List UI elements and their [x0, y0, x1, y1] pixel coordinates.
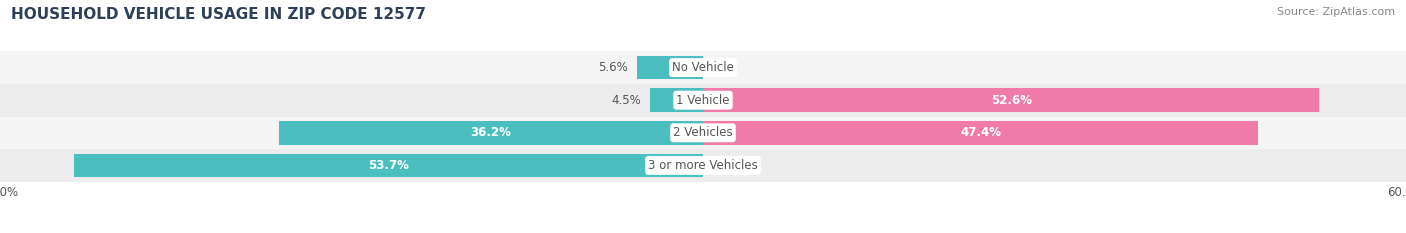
Text: 53.7%: 53.7%: [368, 159, 409, 172]
Bar: [703, 121, 1258, 144]
Bar: [637, 56, 703, 79]
Text: 52.6%: 52.6%: [991, 94, 1032, 107]
Bar: [650, 89, 703, 112]
Text: HOUSEHOLD VEHICLE USAGE IN ZIP CODE 12577: HOUSEHOLD VEHICLE USAGE IN ZIP CODE 1257…: [11, 7, 426, 22]
Text: 5.6%: 5.6%: [599, 61, 628, 74]
Text: 3 or more Vehicles: 3 or more Vehicles: [648, 159, 758, 172]
Bar: [703, 89, 1319, 112]
Bar: [0, 84, 1406, 116]
Text: No Vehicle: No Vehicle: [672, 61, 734, 74]
Text: 47.4%: 47.4%: [960, 126, 1001, 139]
Bar: [0, 51, 1406, 84]
Bar: [0, 116, 1406, 149]
Bar: [278, 121, 703, 144]
Text: 4.5%: 4.5%: [612, 94, 641, 107]
Text: 36.2%: 36.2%: [471, 126, 512, 139]
Text: Source: ZipAtlas.com: Source: ZipAtlas.com: [1277, 7, 1395, 17]
Bar: [0, 149, 1406, 182]
Text: 2 Vehicles: 2 Vehicles: [673, 126, 733, 139]
Text: 1 Vehicle: 1 Vehicle: [676, 94, 730, 107]
Bar: [73, 154, 703, 177]
